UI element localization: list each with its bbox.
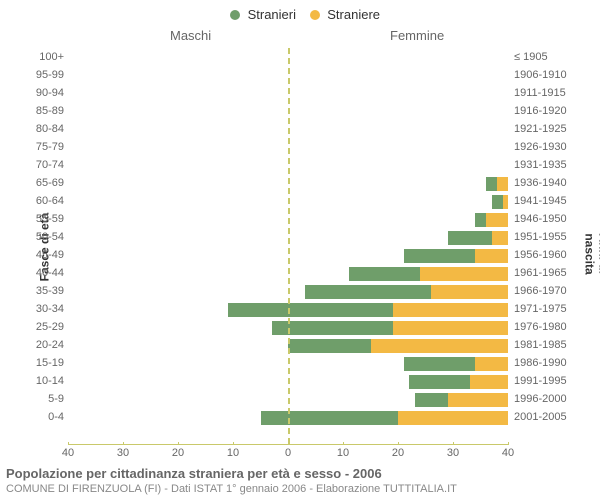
bar-male xyxy=(228,303,393,317)
age-label: 65-69 xyxy=(0,174,64,192)
pyramid-chart: Stranieri Straniere Maschi Femmine Fasce… xyxy=(0,0,600,500)
x-tick: 30 xyxy=(447,447,459,459)
bar-male xyxy=(415,393,448,407)
bar-male xyxy=(404,357,476,371)
age-label: 60-64 xyxy=(0,192,64,210)
birth-labels: ≤ 19051906-19101911-19151916-19201921-19… xyxy=(514,48,600,444)
bar-female xyxy=(470,375,509,389)
birth-label: 1916-1920 xyxy=(514,102,600,120)
age-label: 95-99 xyxy=(0,66,64,84)
age-label: 20-24 xyxy=(0,336,64,354)
legend-label-male: Stranieri xyxy=(248,7,296,22)
birth-label: 1981-1985 xyxy=(514,336,600,354)
age-label: 80-84 xyxy=(0,120,64,138)
age-label: 5-9 xyxy=(0,390,64,408)
birth-label: 1996-2000 xyxy=(514,390,600,408)
x-tick: 40 xyxy=(62,447,74,459)
bar-male xyxy=(448,231,492,245)
bar-male xyxy=(409,375,470,389)
bar-male xyxy=(288,339,371,353)
age-label: 25-29 xyxy=(0,318,64,336)
x-tick: 40 xyxy=(502,447,514,459)
x-tick: 10 xyxy=(337,447,349,459)
age-label: 15-19 xyxy=(0,354,64,372)
birth-label: 1961-1965 xyxy=(514,264,600,282)
bar-female xyxy=(420,267,508,281)
birth-label: 1991-1995 xyxy=(514,372,600,390)
x-tick: 20 xyxy=(172,447,184,459)
birth-label: 1906-1910 xyxy=(514,66,600,84)
birth-label: ≤ 1905 xyxy=(514,48,600,66)
bar-female xyxy=(398,411,508,425)
bar-male xyxy=(261,411,399,425)
birth-label: 1931-1935 xyxy=(514,156,600,174)
birth-label: 1986-1990 xyxy=(514,354,600,372)
birth-label: 1976-1980 xyxy=(514,318,600,336)
bar-female xyxy=(497,177,508,191)
column-header-female: Femmine xyxy=(390,28,444,43)
bar-female xyxy=(475,249,508,263)
age-label: 70-74 xyxy=(0,156,64,174)
x-tick: 0 xyxy=(285,447,291,459)
age-label: 0-4 xyxy=(0,408,64,426)
birth-label: 1951-1955 xyxy=(514,228,600,246)
age-label: 35-39 xyxy=(0,282,64,300)
age-label: 50-54 xyxy=(0,228,64,246)
birth-label: 2001-2005 xyxy=(514,408,600,426)
age-label: 85-89 xyxy=(0,102,64,120)
birth-label: 1941-1945 xyxy=(514,192,600,210)
column-header-male: Maschi xyxy=(170,28,211,43)
bar-female xyxy=(492,231,509,245)
bar-male xyxy=(305,285,432,299)
bar-female xyxy=(475,357,508,371)
birth-label: 1956-1960 xyxy=(514,246,600,264)
center-axis-line xyxy=(288,48,290,444)
age-label: 10-14 xyxy=(0,372,64,390)
age-label: 55-59 xyxy=(0,210,64,228)
chart-title: Popolazione per cittadinanza straniera p… xyxy=(6,466,382,481)
birth-label: 1946-1950 xyxy=(514,210,600,228)
bar-female xyxy=(371,339,509,353)
age-label: 75-79 xyxy=(0,138,64,156)
birth-label: 1926-1930 xyxy=(514,138,600,156)
age-label: 100+ xyxy=(0,48,64,66)
bar-male xyxy=(475,213,486,227)
birth-label: 1966-1970 xyxy=(514,282,600,300)
bar-female xyxy=(486,213,508,227)
birth-label: 1921-1925 xyxy=(514,120,600,138)
bar-female xyxy=(393,321,509,335)
age-label: 30-34 xyxy=(0,300,64,318)
birth-label: 1936-1940 xyxy=(514,174,600,192)
legend-label-female: Straniere xyxy=(327,7,380,22)
bar-male xyxy=(404,249,476,263)
bar-female xyxy=(393,303,509,317)
x-axis: 40302010010203040 xyxy=(68,444,508,465)
age-label: 45-49 xyxy=(0,246,64,264)
bar-male xyxy=(492,195,503,209)
chart-subtitle: COMUNE DI FIRENZUOLA (FI) - Dati ISTAT 1… xyxy=(6,483,457,495)
bar-female xyxy=(448,393,509,407)
bar-female xyxy=(431,285,508,299)
legend: Stranieri Straniere xyxy=(0,6,600,22)
age-label: 90-94 xyxy=(0,84,64,102)
x-tick: 20 xyxy=(392,447,404,459)
legend-swatch-male xyxy=(230,10,240,20)
age-label: 40-44 xyxy=(0,264,64,282)
age-labels: 100+95-9990-9485-8980-8475-7970-7465-696… xyxy=(0,48,64,444)
legend-swatch-female xyxy=(310,10,320,20)
birth-label: 1911-1915 xyxy=(514,84,600,102)
x-tick: 30 xyxy=(117,447,129,459)
bar-male xyxy=(349,267,421,281)
x-tick: 10 xyxy=(227,447,239,459)
birth-label: 1971-1975 xyxy=(514,300,600,318)
bar-female xyxy=(503,195,509,209)
bar-male xyxy=(486,177,497,191)
